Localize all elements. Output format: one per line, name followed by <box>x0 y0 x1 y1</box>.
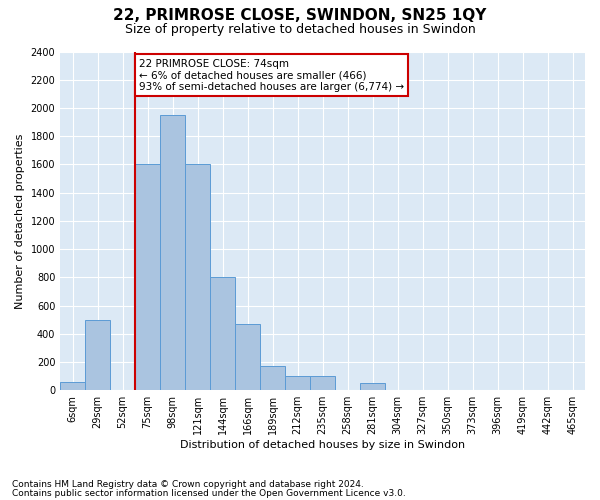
Bar <box>210 278 235 390</box>
Y-axis label: Number of detached properties: Number of detached properties <box>15 133 25 308</box>
Bar <box>185 164 210 390</box>
Bar <box>235 324 260 390</box>
Bar <box>360 383 385 390</box>
Text: Contains HM Land Registry data © Crown copyright and database right 2024.: Contains HM Land Registry data © Crown c… <box>12 480 364 489</box>
X-axis label: Distribution of detached houses by size in Swindon: Distribution of detached houses by size … <box>180 440 465 450</box>
Bar <box>60 382 85 390</box>
Text: 22, PRIMROSE CLOSE, SWINDON, SN25 1QY: 22, PRIMROSE CLOSE, SWINDON, SN25 1QY <box>113 8 487 22</box>
Text: 22 PRIMROSE CLOSE: 74sqm
← 6% of detached houses are smaller (466)
93% of semi-d: 22 PRIMROSE CLOSE: 74sqm ← 6% of detache… <box>139 58 404 92</box>
Text: Size of property relative to detached houses in Swindon: Size of property relative to detached ho… <box>125 22 475 36</box>
Bar <box>285 376 310 390</box>
Bar <box>135 164 160 390</box>
Bar <box>310 376 335 390</box>
Bar <box>160 115 185 390</box>
Bar <box>260 366 285 390</box>
Bar <box>85 320 110 390</box>
Text: Contains public sector information licensed under the Open Government Licence v3: Contains public sector information licen… <box>12 488 406 498</box>
